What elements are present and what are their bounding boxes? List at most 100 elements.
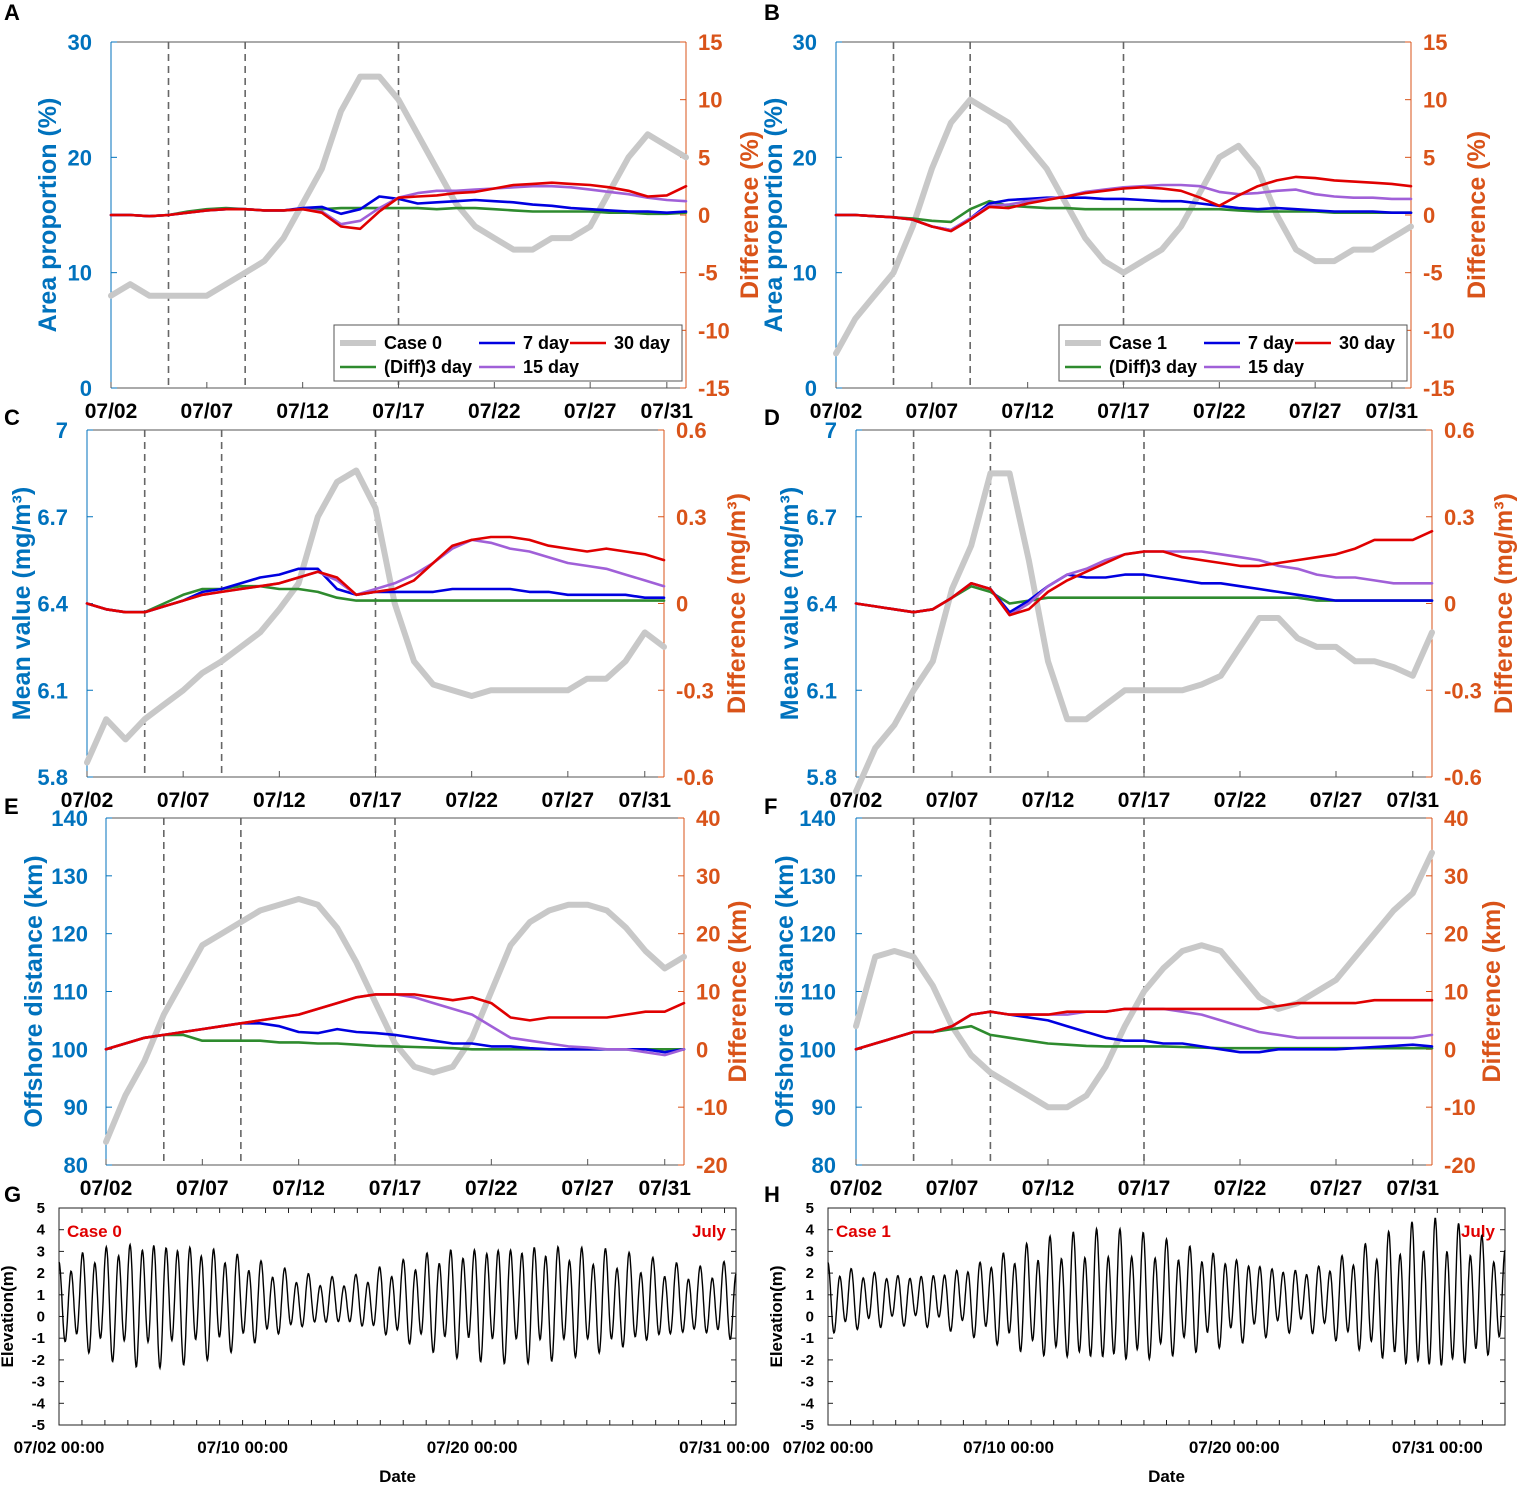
ytick-left-label: 6.4: [806, 592, 837, 617]
xtick-label: 07/31: [618, 789, 671, 812]
chart-panel-h: H -5 -4 -3 -2 -1 0 1 2 3 4 5 07/02 00:00 07/10 00:00 0…: [764, 1182, 1506, 1486]
ytick-right-label: 0.6: [1444, 418, 1475, 443]
xtick-label: 07/27: [1310, 1177, 1363, 1200]
ytick-left-label: 0: [80, 376, 92, 401]
ytick-right-label: -10: [698, 318, 730, 343]
ytick-left-label: 5.8: [37, 765, 68, 790]
xtick-label: 07/22: [468, 400, 521, 423]
ytick-left-label: 110: [801, 980, 837, 1005]
xtick-label: 07/31: [641, 400, 694, 423]
xtick-label: 07/07: [926, 789, 979, 812]
xtick-label: 07/17: [1118, 789, 1171, 812]
xtick-label: 07/31 00:00: [679, 1438, 770, 1457]
xtick-label: 07/31: [1387, 789, 1440, 812]
ytick-left-label: 100: [51, 1037, 88, 1062]
y-axis-label-left: Mean value (mg/m³): [776, 487, 804, 720]
ytick-right-label: 15: [1423, 30, 1447, 55]
ytick-left-label: 20: [68, 145, 92, 170]
ytick-left-label: 140: [51, 806, 88, 831]
y-axis-label-left: Area proportion (%): [760, 98, 788, 333]
legend-entry: 30 day: [614, 333, 670, 353]
ytick-right-label: 20: [696, 922, 720, 947]
ytick-right-label: 5: [1423, 145, 1435, 170]
ytick-left-label: 130: [51, 864, 88, 889]
ytick-left-label: 7: [825, 418, 837, 443]
y-axis-label-right: Difference (mg/m³): [723, 493, 751, 714]
xtick-label: 07/31: [1387, 1177, 1440, 1200]
month-annotation: July: [1461, 1222, 1496, 1241]
series-line-case-0: [108, 73, 689, 299]
legend: Case 0 7 day 30 day (Diff)3 day 15 day: [333, 324, 683, 382]
ytick-label: 0: [37, 1309, 45, 1326]
xtick-label: 07/17: [369, 1177, 422, 1200]
ytick-right-label: -5: [1423, 261, 1443, 286]
ytick-right-label: -10: [1423, 318, 1455, 343]
panel-letter: D: [764, 405, 780, 430]
ytick-label: -2: [32, 1352, 45, 1369]
xtick-label: 07/02: [80, 1177, 133, 1200]
ytick-right-label: -0.3: [1444, 678, 1482, 703]
ytick-label: -1: [32, 1330, 45, 1347]
ytick-right-label: 20: [1444, 922, 1468, 947]
ytick-label: 2: [37, 1265, 45, 1282]
ytick-label: -5: [32, 1417, 45, 1434]
xtick-label: 07/27: [564, 400, 617, 423]
ytick-right-label: 10: [696, 980, 720, 1005]
legend-entry: 30 day: [1339, 333, 1395, 353]
xtick-label: 07/22: [1214, 1177, 1267, 1200]
xtick-label: 07/02: [830, 1177, 883, 1200]
series-line-30-day: [854, 529, 1434, 617]
ytick-right-label: -0.3: [676, 678, 714, 703]
y-axis-label-right: Difference (km): [724, 901, 752, 1083]
xtick-label: 07/17: [372, 400, 425, 423]
ytick-label: 2: [806, 1265, 814, 1282]
legend-entry: 15 day: [523, 357, 579, 377]
ytick-left-label: 5.8: [806, 765, 837, 790]
xtick-label: 07/12: [1001, 400, 1054, 423]
xtick-label: 07/31: [638, 1177, 691, 1200]
xtick-label: 07/27: [1289, 400, 1342, 423]
ytick-left-label: 80: [812, 1153, 836, 1178]
xtick-label: 07/02: [85, 400, 138, 423]
xtick-label: 07/02: [810, 400, 863, 423]
ytick-label: -3: [32, 1374, 45, 1391]
panel-letter: E: [4, 794, 19, 819]
xtick-label: 07/12: [1022, 789, 1075, 812]
legend-entry: (Diff)3 day: [384, 357, 472, 377]
ytick-right-label: 0: [676, 592, 688, 617]
panel-letter: G: [4, 1182, 21, 1207]
panel-letter: H: [764, 1182, 780, 1207]
ytick-left-label: 6.1: [806, 678, 837, 703]
ytick-right-label: -5: [698, 261, 718, 286]
ytick-right-label: -15: [1423, 376, 1455, 401]
ytick-left-label: 6.4: [37, 592, 68, 617]
ytick-left-label: 80: [64, 1153, 88, 1178]
ytick-label: -5: [801, 1417, 814, 1434]
xtick-label: 07/31 00:00: [1392, 1438, 1483, 1457]
ytick-left-label: 130: [799, 864, 836, 889]
xtick-label: 07/22: [465, 1177, 518, 1200]
plot-area: [58, 1207, 737, 1426]
xtick-label: 07/12: [1022, 1177, 1075, 1200]
panel-letter: A: [4, 0, 20, 25]
xtick-label: 07/27: [1310, 789, 1363, 812]
ytick-left-label: 6.7: [37, 505, 68, 530]
ytick-left-label: 0: [805, 376, 817, 401]
xtick-label: 07/07: [181, 400, 234, 423]
ytick-left-label: 7: [56, 418, 68, 443]
xtick-label: 07/22: [1214, 789, 1267, 812]
xtick-label: 07/17: [1097, 400, 1150, 423]
xtick-label: 07/22: [445, 789, 498, 812]
series-line-case-0: [84, 467, 667, 766]
ytick-left-label: 30: [68, 30, 92, 55]
panel-letter: C: [4, 405, 20, 430]
series-line-30-day: [85, 535, 666, 614]
y-axis-label-right: Difference (mg/m³): [1490, 493, 1518, 714]
legend: Case 1 7 day 30 day (Diff)3 day 15 day: [1058, 324, 1408, 382]
ytick-right-label: 40: [696, 806, 720, 831]
series-line-elevation: [827, 1217, 1506, 1366]
xtick-label: 07/07: [157, 789, 210, 812]
ytick-right-label: 0: [1444, 1037, 1456, 1062]
ytick-left-label: 10: [793, 261, 817, 286]
y-axis-label-right: Difference (%): [736, 131, 764, 299]
